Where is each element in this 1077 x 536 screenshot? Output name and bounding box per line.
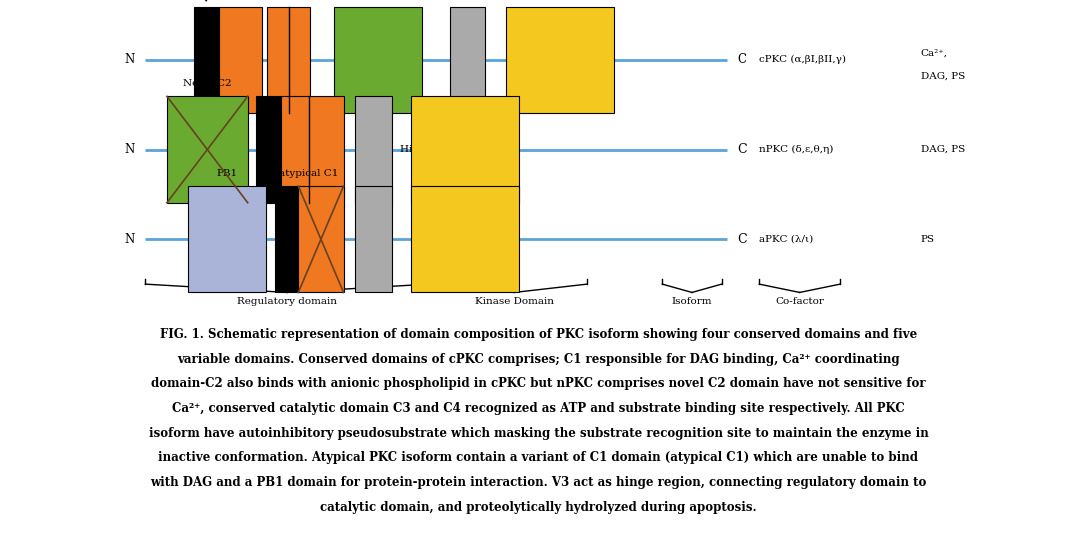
Text: Ca²⁺, conserved catalytic domain C3 and C4 recognized as ATP and substrate bindi: Ca²⁺, conserved catalytic domain C3 and …	[172, 402, 905, 415]
Bar	[355, 186, 392, 293]
Text: PS: PS	[921, 235, 935, 244]
Text: N: N	[124, 53, 135, 66]
Text: atypical C1: atypical C1	[279, 169, 339, 178]
Bar	[188, 186, 266, 293]
Text: DAG, PS: DAG, PS	[921, 72, 965, 81]
Text: Co-factor: Co-factor	[775, 297, 824, 307]
Text: PB1: PB1	[216, 169, 238, 178]
Bar	[411, 96, 519, 203]
Text: FIG. 1. Schematic representation of domain composition of PKC isoform showing fo: FIG. 1. Schematic representation of doma…	[159, 328, 918, 341]
Bar	[334, 6, 422, 113]
Bar	[256, 96, 281, 203]
Text: Regulatory domain: Regulatory domain	[237, 297, 337, 307]
Text: Ca²⁺,: Ca²⁺,	[921, 49, 948, 58]
Text: variable domains. Conserved domains of cPKC comprises; C1 responsible for DAG bi: variable domains. Conserved domains of c…	[178, 353, 899, 366]
Text: C: C	[738, 143, 747, 156]
Bar	[281, 96, 344, 203]
Text: DAG, PS: DAG, PS	[921, 145, 965, 154]
Text: Novel C2: Novel C2	[183, 79, 232, 88]
Text: with DAG and a PB1 domain for protein-protein interaction. V3 act as hinge regio: with DAG and a PB1 domain for protein-pr…	[151, 476, 926, 489]
Bar	[167, 96, 248, 203]
Text: cPKC (α,βI,βII,γ): cPKC (α,βI,βII,γ)	[759, 55, 847, 64]
Text: N: N	[124, 233, 135, 246]
Text: Hinge region: Hinge region	[400, 145, 468, 153]
Text: C: C	[738, 53, 746, 66]
Text: C: C	[738, 233, 747, 246]
Bar	[267, 6, 310, 113]
Text: catalytic domain, and proteolytically hydrolyzed during apoptosis.: catalytic domain, and proteolytically hy…	[320, 501, 757, 513]
Bar	[450, 6, 485, 113]
Bar	[194, 6, 219, 113]
Text: Isoform: Isoform	[672, 297, 712, 307]
Bar	[219, 6, 262, 113]
Bar	[411, 186, 519, 293]
Text: isoform have autoinhibitory pseudosubstrate which masking the substrate recognit: isoform have autoinhibitory pseudosubstr…	[149, 427, 928, 440]
Bar	[355, 96, 392, 203]
Bar	[275, 186, 298, 293]
Text: domain-C2 also binds with anionic phospholipid in cPKC but nPKC comprises novel : domain-C2 also binds with anionic phosph…	[151, 377, 926, 390]
Text: aPKC (λ/ι): aPKC (λ/ι)	[759, 235, 813, 244]
Text: nPKC (δ,ε,θ,η): nPKC (δ,ε,θ,η)	[759, 145, 834, 154]
Text: N: N	[124, 143, 135, 156]
Text: Kinase Domain: Kinase Domain	[475, 297, 554, 307]
Text: inactive conformation. Atypical PKC isoform contain a variant of C1 domain (atyp: inactive conformation. Atypical PKC isof…	[158, 451, 919, 464]
Bar	[506, 6, 614, 113]
Bar	[298, 186, 344, 293]
